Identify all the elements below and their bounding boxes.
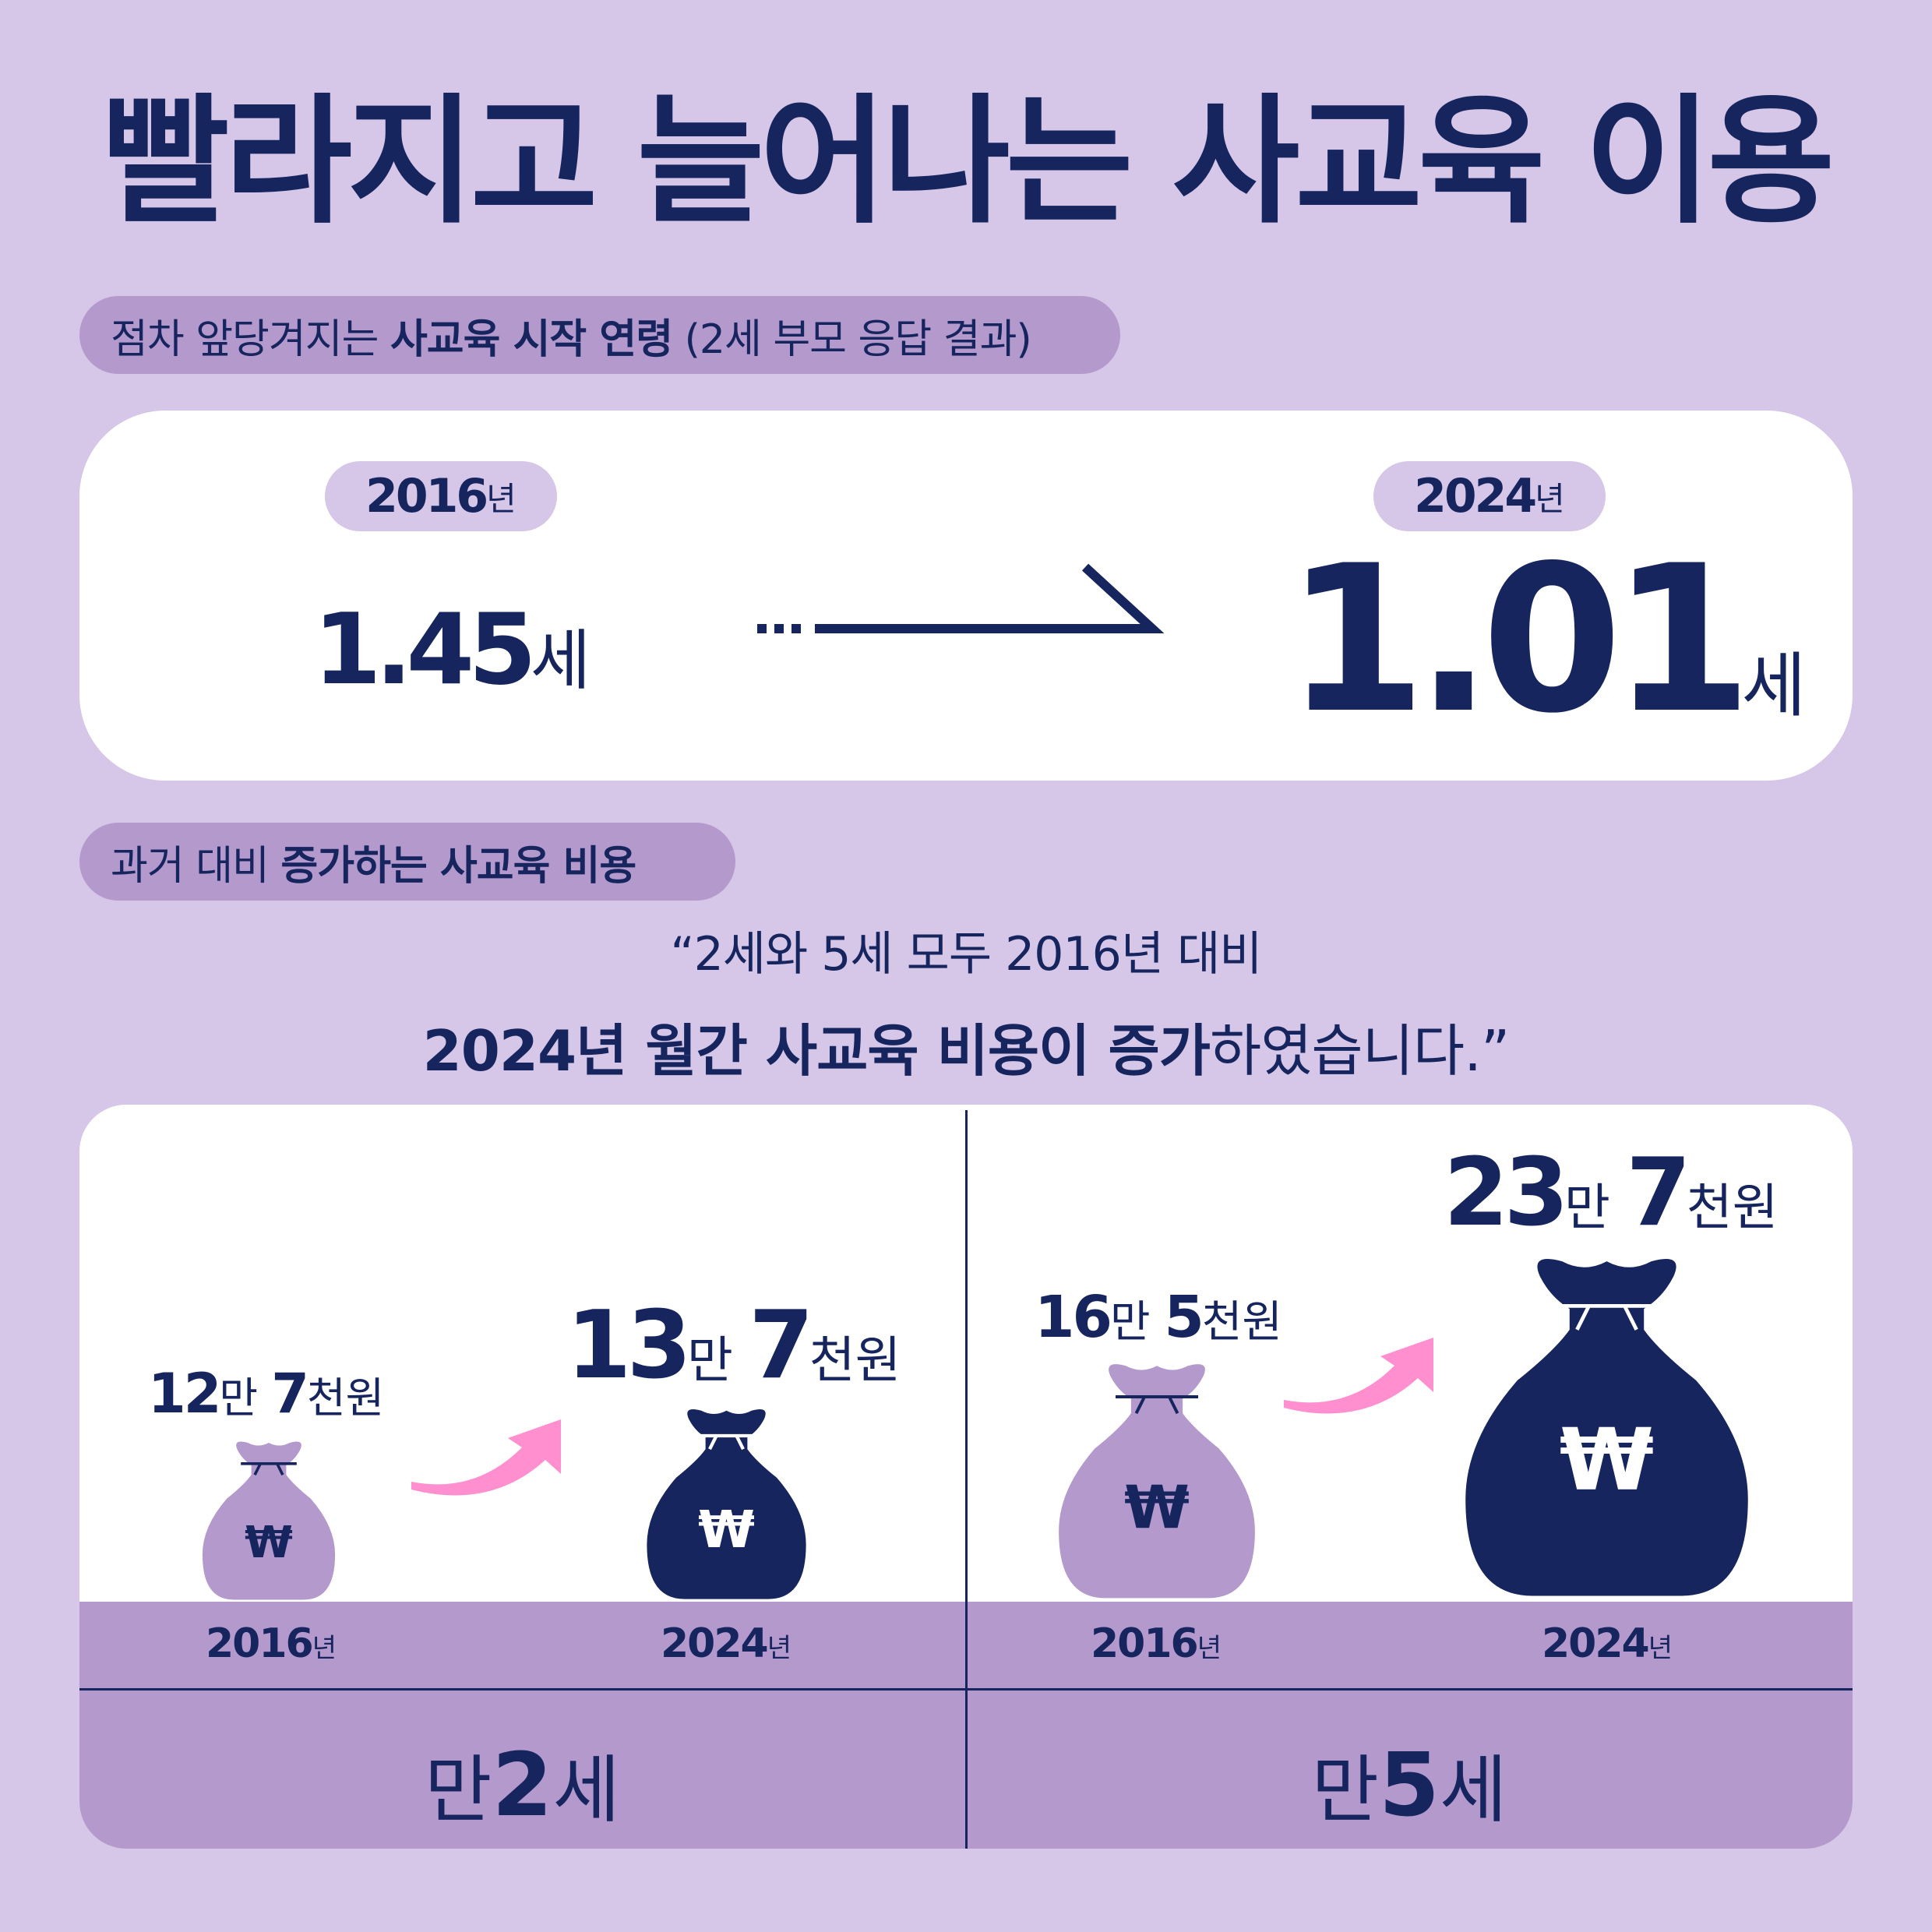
year-label-age2-2016: 2016년 [178, 1620, 365, 1667]
amount-age2-2024: 13만 7천원 [566, 1292, 901, 1400]
page-title: 빨라지고 늘어나는 사교육 이용 [101, 81, 1835, 242]
quote-line-1: “2세와 5세 모두 2016년 대비 [670, 927, 1262, 982]
year-unit: 년 [1648, 1633, 1673, 1664]
age-unit: 세 [530, 622, 591, 699]
divider-vertical [965, 1110, 968, 1849]
amount-unit: 천원 [1686, 1179, 1779, 1237]
money-bag-age2-2016: ₩ [199, 1436, 339, 1603]
start-age-2024: 1.01세 [1285, 539, 1806, 742]
money-bag-age5-2016: ₩ [1052, 1356, 1262, 1603]
section-label-cost: 과거 대비 증가하는 사교육 비용 [79, 823, 735, 901]
won-sign: ₩ [245, 1518, 293, 1568]
amount-age5-2016: 16만 5천원 [1035, 1284, 1282, 1351]
year-number: 2016 [1090, 1620, 1199, 1667]
amount-unit: 천원 [1201, 1297, 1282, 1348]
money-bag-age2-2024: ₩ [643, 1402, 810, 1603]
money-bag-icon [1059, 1364, 1255, 1599]
amount-number: 23 [1444, 1139, 1569, 1247]
amount-number: 7 [1626, 1139, 1690, 1247]
age-number: 1.01 [1285, 523, 1752, 758]
year-number: 2016 [205, 1620, 314, 1667]
amount-unit: 만 [219, 1373, 272, 1423]
year-number: 2016 [365, 469, 488, 524]
year-number: 2024 [1414, 469, 1537, 524]
start-age-2016: 1.45세 [313, 592, 591, 707]
quote-rest: 하였습니다.” [1209, 1018, 1510, 1084]
group-suffix: 세 [552, 1748, 620, 1833]
increase-arrow-icon [411, 1419, 561, 1496]
won-sign: ₩ [698, 1500, 755, 1560]
year-label-age2-2024: 2024년 [633, 1620, 820, 1667]
amount-age2-2016: 12만 7천원 [148, 1362, 384, 1426]
age-number: 1.45 [313, 592, 537, 707]
amount-number: 16 [1035, 1284, 1112, 1351]
amount-number: 12 [148, 1362, 221, 1426]
amount-unit: 만 [687, 1332, 749, 1390]
amount-unit: 천원 [307, 1373, 385, 1423]
group-number: 2 [492, 1735, 553, 1836]
money-bag-icon [647, 1408, 806, 1599]
amount-number: 7 [749, 1292, 813, 1400]
quote-line-2: 2024년 월간 사교육 비용이 증가하였습니다.” [0, 1005, 1932, 1087]
year-number: 2024 [1541, 1620, 1650, 1667]
increase-arrow-icon [1284, 1338, 1433, 1414]
year-unit: 년 [767, 1633, 791, 1664]
section-label-post: (2세 부모 응답 결과) [672, 316, 1032, 363]
amount-age5-2024: 23만 7천원 [1444, 1139, 1779, 1247]
year-number: 2024 [660, 1620, 769, 1667]
year-label-age5-2016: 2016년 [1063, 1620, 1250, 1667]
money-bag-age5-2024: ₩ [1457, 1246, 1757, 1603]
year-unit: 년 [312, 1633, 337, 1664]
year-unit: 년 [486, 479, 516, 518]
section-label-pre: 점차 앞당겨지는 [111, 316, 390, 363]
group-label-age2: 만2세 [79, 1731, 965, 1837]
quote-bold: 2024년 월간 사교육 비용이 증가 [422, 1018, 1211, 1084]
year-label-age5-2024: 2024년 [1514, 1620, 1701, 1667]
group-suffix: 세 [1439, 1748, 1507, 1833]
group-number: 5 [1379, 1735, 1440, 1836]
section-label-bold: 증가하는 사교육 비용 [280, 842, 636, 890]
group-prefix: 만 [1311, 1748, 1380, 1833]
money-bag-icon [202, 1441, 336, 1600]
amount-unit: 천원 [809, 1332, 901, 1390]
section-label-pre: 과거 대비 [111, 842, 281, 890]
year-badge-2016: 2016 년 [325, 461, 557, 531]
group-prefix: 만 [425, 1748, 492, 1833]
amount-number: 7 [271, 1362, 309, 1426]
year-unit: 년 [1197, 1633, 1222, 1664]
amount-unit: 만 [1564, 1179, 1627, 1237]
section-label-bold: 사교육 시작 연령 [390, 316, 673, 363]
money-bag-icon [1465, 1258, 1748, 1596]
section-label-start-age: 점차 앞당겨지는 사교육 시작 연령 (2세 부모 응답 결과) [79, 296, 1120, 374]
year-unit: 년 [1535, 479, 1565, 518]
amount-number: 13 [566, 1292, 692, 1400]
won-sign: ₩ [1124, 1472, 1190, 1542]
group-label-age5: 만5세 [966, 1731, 1853, 1837]
year-badge-2024: 2024 년 [1373, 461, 1606, 531]
age-unit: 세 [1741, 645, 1807, 727]
won-sign: ₩ [1559, 1410, 1655, 1510]
arrow-right-icon [757, 563, 1165, 633]
amount-number: 5 [1164, 1284, 1204, 1351]
amount-unit: 만 [1109, 1297, 1165, 1348]
